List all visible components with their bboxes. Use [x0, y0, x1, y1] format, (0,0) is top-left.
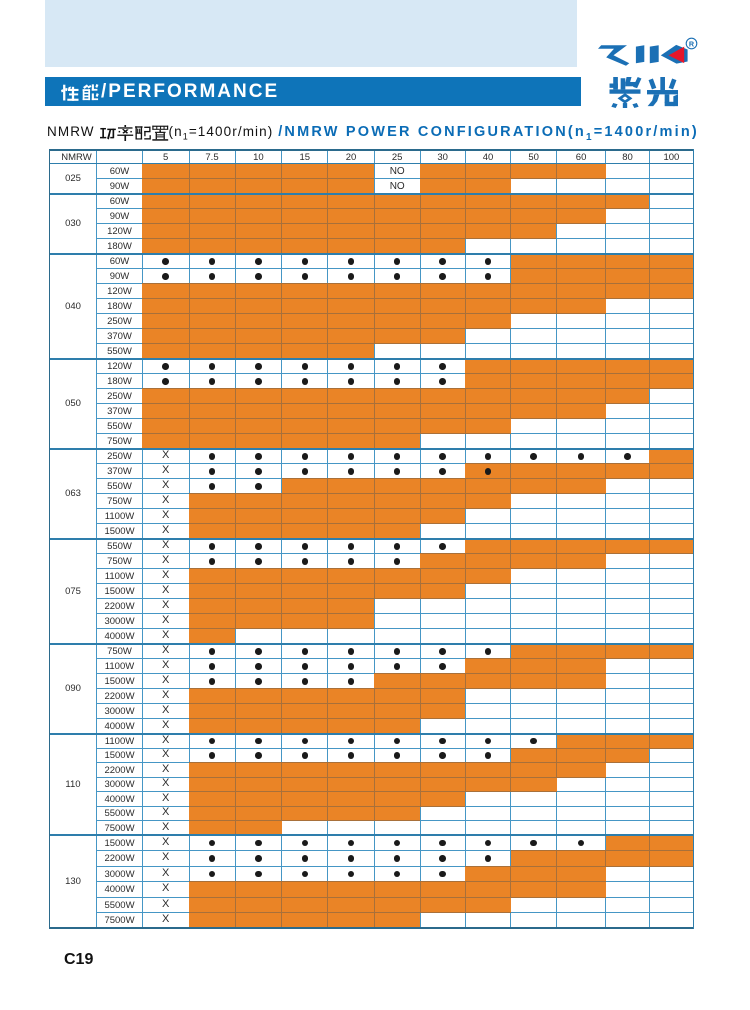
svg-text:R: R [689, 40, 695, 49]
